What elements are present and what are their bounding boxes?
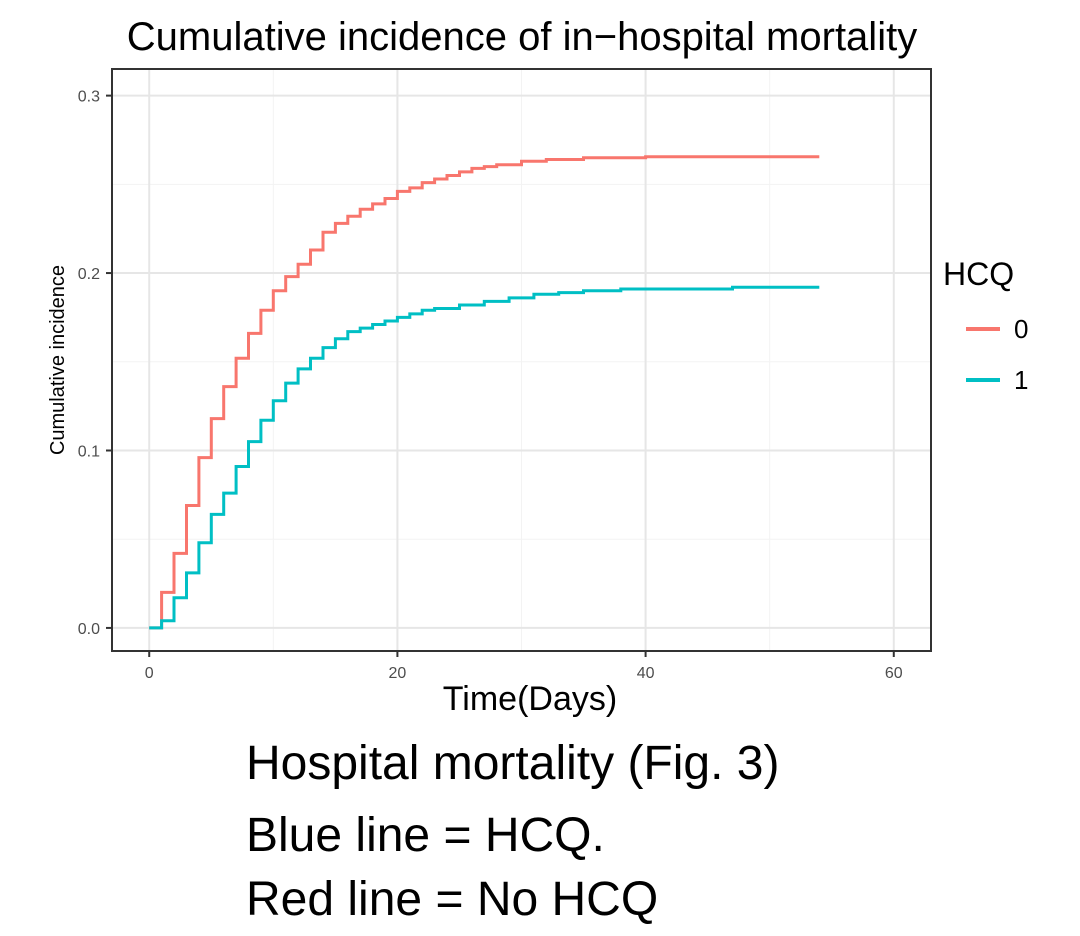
x-tick-label: 20 [389, 665, 407, 682]
x-tick-label: 0 [145, 665, 154, 682]
legend: HCQ 0 1 [943, 256, 1028, 395]
x-tick-label: 40 [637, 665, 655, 682]
legend-label-0: 0 [1014, 314, 1028, 344]
legend-title: HCQ [943, 256, 1014, 292]
legend-label-1: 1 [1014, 365, 1028, 395]
caption-line-2: Blue line = HCQ. [246, 809, 605, 862]
y-tick-label: 0.0 [78, 621, 100, 638]
series-lines [149, 155, 820, 630]
plot-panel-border [111, 68, 932, 652]
y-axis-label: Cumulative incidence [47, 265, 69, 455]
series-line-1 [149, 285, 820, 630]
caption-line-3: Red line = No HCQ [246, 873, 659, 926]
y-tick-label: 0.1 [78, 443, 100, 460]
x-axis-label: Time(Days) [443, 680, 617, 718]
caption-line-1: Hospital mortality (Fig. 3) [246, 737, 780, 790]
x-tick-label: 60 [885, 665, 903, 682]
cumulative-incidence-chart: Cumulative incidence of in−hospital mort… [47, 15, 1028, 718]
axes: 0 20 40 60 0.0 0.1 0.2 0.3 [78, 89, 903, 682]
series-line-0 [149, 155, 820, 630]
chart-title: Cumulative incidence of in−hospital mort… [127, 15, 917, 59]
y-tick-label: 0.2 [78, 266, 100, 283]
y-tick-label: 0.3 [78, 89, 100, 106]
